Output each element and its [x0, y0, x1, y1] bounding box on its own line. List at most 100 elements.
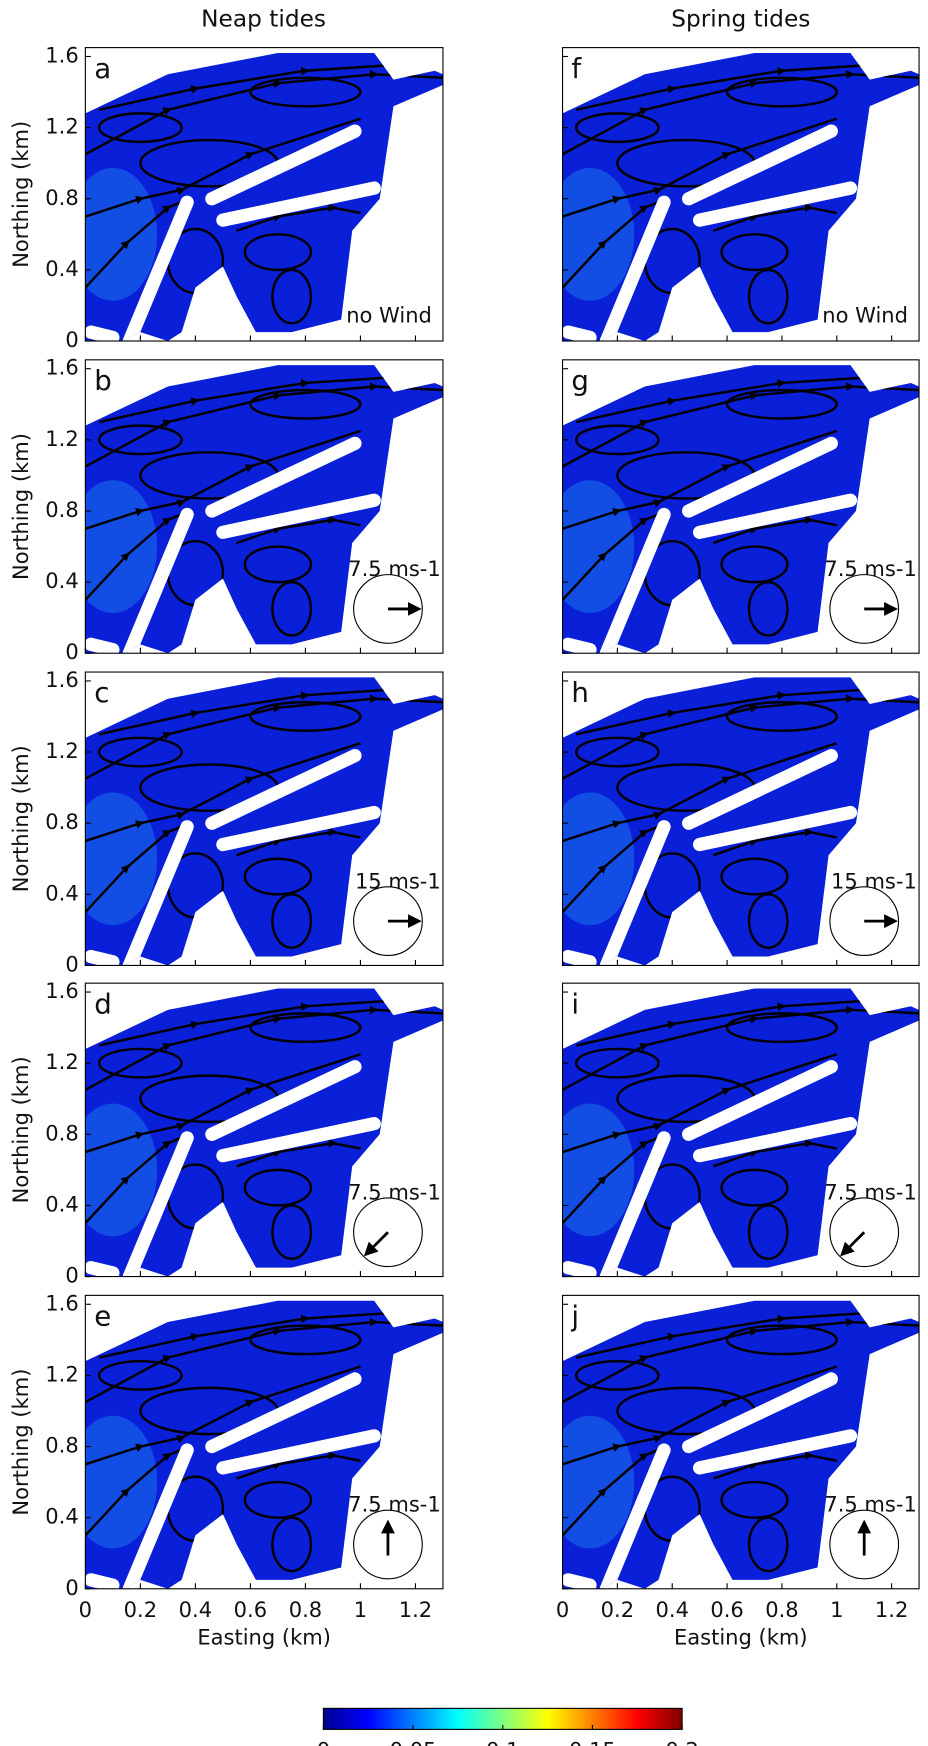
streamline [271, 1204, 313, 1260]
y-tick-label: 0.4 [45, 1504, 78, 1529]
panel-label: j [570, 1300, 579, 1333]
panel-label: h [571, 676, 589, 709]
y-axis-label: Northing (km) [8, 433, 33, 580]
colorbar-tick-label: 0.2 [665, 1738, 698, 1746]
flow-glow [562, 1415, 635, 1549]
streamline [562, 742, 838, 843]
streamline [85, 822, 191, 913]
y-tick-label: 1.2 [45, 426, 78, 451]
streamline [271, 893, 313, 949]
streamline [562, 1445, 668, 1537]
colorbar-tick-label: 0.15 [569, 1738, 616, 1746]
streamline [271, 580, 313, 637]
y-axis-label: Northing (km) [8, 121, 33, 268]
streamline [575, 688, 865, 736]
streamline [243, 1168, 313, 1207]
flow-glow [562, 480, 635, 613]
column-title: Neap tides [201, 5, 326, 32]
breakwater [562, 1573, 597, 1589]
flow-glow [562, 167, 635, 301]
streamline [712, 827, 838, 857]
streamline [712, 1138, 838, 1168]
panel-label: a [94, 52, 111, 85]
panel-label: e [94, 1300, 111, 1333]
y-tick-label: 0 [65, 327, 78, 352]
breakwater [122, 1131, 194, 1277]
breakwater [122, 507, 194, 654]
streamline [575, 1359, 660, 1391]
breakwater [85, 637, 120, 654]
column-title: Spring tides [671, 5, 810, 32]
panel-label: b [94, 364, 112, 397]
streamline [562, 429, 838, 530]
y-tick-label: 1.6 [45, 1290, 78, 1315]
breakwater [216, 1429, 381, 1475]
streamline [243, 857, 313, 896]
x-tick-label: 0.2 [124, 1597, 157, 1622]
axes-frame [561, 671, 920, 967]
breakwater [205, 1060, 362, 1141]
streamline [271, 1516, 313, 1573]
x-tick-label: 0.6 [234, 1597, 267, 1622]
wind-arrow [840, 1231, 866, 1257]
streamline [236, 827, 361, 857]
streamline [98, 64, 389, 112]
breakwater [85, 325, 120, 342]
panel: 0 0.2 0.4 0.6 0.8 1 1.2 0 0.4 0.8 1.2 1.6 Northing (… [8, 1290, 444, 1650]
y-tick-label: 1.2 [45, 114, 78, 139]
flow-glow [85, 167, 158, 301]
axes-frame [561, 1294, 920, 1590]
y-tick-label: 1.6 [45, 42, 78, 67]
y-axis-label: Northing (km) [8, 745, 33, 892]
colorbar-tick-label: 0.05 [390, 1738, 437, 1746]
annotation: no Wind [346, 303, 432, 328]
streamline [720, 857, 789, 896]
axes-frame [84, 359, 444, 654]
x-tick-label: 0.2 [601, 1597, 634, 1622]
breakwater [205, 1372, 362, 1454]
breakwater [562, 325, 597, 342]
streamline [575, 376, 865, 424]
streamline [98, 688, 389, 736]
x-tick-label: 1.2 [875, 1597, 908, 1622]
x-tick-label: 1 [830, 1597, 843, 1622]
streamline [243, 233, 313, 272]
y-tick-label: 1.2 [45, 738, 78, 763]
streamline [243, 1480, 313, 1519]
panel-label: g [571, 364, 589, 397]
y-tick-label: 0.8 [45, 497, 78, 522]
breakwater [562, 1261, 597, 1277]
panel: i7.5 ms-1 [561, 982, 920, 1278]
x-axis-label: Easting (km) [674, 1625, 808, 1650]
breakwater [562, 637, 597, 654]
streamline [85, 429, 361, 530]
breakwater [693, 1116, 858, 1163]
streamline [720, 545, 789, 584]
streamline [85, 1133, 191, 1225]
breakwater [122, 1443, 194, 1589]
streamlines [85, 64, 443, 342]
streamlines [562, 64, 920, 342]
streamline [271, 268, 313, 325]
breakwater [693, 493, 858, 539]
y-tick-label: 0.4 [45, 1191, 78, 1216]
streamline [747, 1204, 789, 1260]
streamlines [562, 1311, 920, 1589]
streamline [97, 736, 183, 768]
breakwater [693, 1429, 858, 1475]
y-tick-label: 1.6 [45, 978, 78, 1003]
streamline [236, 1451, 361, 1480]
axes-frame [561, 47, 920, 342]
y-tick-label: 0.4 [45, 880, 78, 905]
x-tick-label: 0.8 [289, 1597, 322, 1622]
streamlines [562, 999, 920, 1277]
streamline [712, 203, 838, 232]
panel: f no Wind [561, 47, 920, 342]
breakwater [682, 1372, 838, 1454]
